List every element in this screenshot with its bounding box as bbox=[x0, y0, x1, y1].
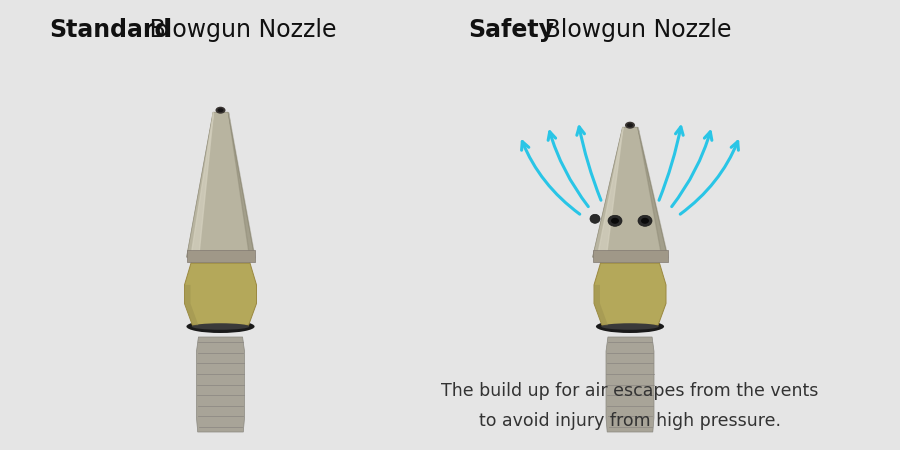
Polygon shape bbox=[196, 337, 245, 432]
Ellipse shape bbox=[641, 218, 649, 224]
Ellipse shape bbox=[608, 215, 622, 226]
Ellipse shape bbox=[627, 123, 633, 127]
Text: Standard: Standard bbox=[50, 18, 172, 42]
Polygon shape bbox=[184, 285, 198, 325]
Ellipse shape bbox=[218, 108, 223, 112]
Polygon shape bbox=[184, 263, 256, 325]
Ellipse shape bbox=[215, 107, 226, 114]
Bar bbox=[592, 250, 668, 262]
Ellipse shape bbox=[596, 320, 664, 333]
Ellipse shape bbox=[192, 323, 249, 330]
Ellipse shape bbox=[590, 214, 600, 223]
Text: The build up for air escapes from the vents
to avoid injury from high pressure.: The build up for air escapes from the ve… bbox=[441, 382, 819, 430]
Polygon shape bbox=[600, 255, 660, 263]
Polygon shape bbox=[606, 337, 654, 432]
Text: Safety: Safety bbox=[468, 18, 554, 42]
Text: Blowgun Nozzle: Blowgun Nozzle bbox=[141, 18, 336, 42]
Text: Blowgun Nozzle: Blowgun Nozzle bbox=[537, 18, 732, 42]
Polygon shape bbox=[592, 127, 668, 257]
Polygon shape bbox=[191, 255, 250, 263]
Ellipse shape bbox=[625, 122, 635, 129]
Polygon shape bbox=[594, 285, 608, 325]
Polygon shape bbox=[186, 112, 255, 257]
Ellipse shape bbox=[186, 320, 255, 333]
Ellipse shape bbox=[601, 323, 659, 330]
Ellipse shape bbox=[638, 215, 652, 226]
Ellipse shape bbox=[611, 218, 619, 224]
Bar bbox=[186, 250, 255, 262]
Polygon shape bbox=[594, 263, 666, 325]
